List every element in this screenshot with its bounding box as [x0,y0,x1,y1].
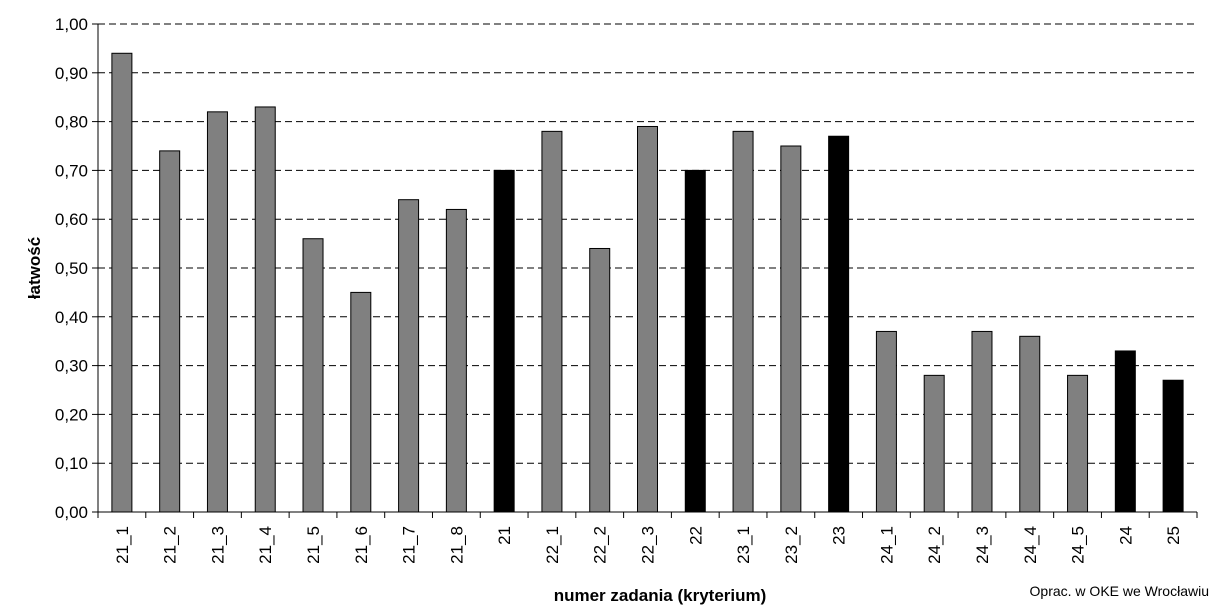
bar-21-7 [398,199,420,513]
x-tick-label: 24_1 [877,526,896,564]
bar-21-5 [302,238,324,513]
bar-21 [493,169,515,513]
x-tick-label: 21_5 [304,526,323,564]
bar-24-4 [1019,335,1041,513]
x-tick-label: 21_2 [161,526,180,564]
y-tick-label: 0,80 [55,113,88,132]
bar-25 [1162,379,1184,513]
bar-24 [1114,350,1136,513]
bar-22 [684,169,706,513]
x-tick-label: 21 [495,526,514,545]
y-tick-label: 0,60 [55,210,88,229]
bar-23-1 [732,130,754,513]
bar-21-2 [159,150,181,513]
bar-22-1 [541,130,563,513]
x-tick-label: 24_2 [925,526,944,564]
y-axis: 0,00 0,10 0,20 0,30 0,40 0,50 0,60 0,70 0,80 0,90… [55,15,99,522]
bar-23-2 [780,145,802,513]
x-tick-label: 22_2 [591,526,610,564]
x-tick-label: 24_5 [1069,526,1088,564]
x-tick-label: 21_6 [352,526,371,564]
bars [111,52,1184,513]
bar-22-3 [637,125,658,513]
x-tick-label: 22_3 [639,526,658,564]
x-tick-label: 21_4 [256,526,275,564]
gridlines [98,23,1197,464]
x-tick-label: 21_7 [400,526,419,564]
credit-note: Oprac. w OKE we Wrocławiu [1030,583,1209,599]
x-tick-label: 24_4 [1021,526,1040,564]
y-tick-label: 0,70 [55,161,88,180]
y-tick-label: 0,00 [55,503,88,522]
bar-22-2 [589,247,611,513]
y-tick-label: 0,90 [55,64,88,83]
y-tick-label: 0,20 [55,405,88,424]
bar-24-1 [875,330,897,513]
bar-24-2 [923,374,945,513]
bar-21-1 [111,52,133,513]
y-axis-title: łatwość [25,237,44,299]
x-tick-label: 21_3 [208,526,227,564]
bar-21-8 [445,208,467,513]
bar-21-4 [254,106,276,513]
y-tick-label: 0,40 [55,308,88,327]
x-tick-label: 23_1 [734,526,753,564]
bar-23 [828,135,850,513]
bar-21-6 [350,291,372,513]
y-tick-label: 0,10 [55,454,88,473]
bar-21-3 [206,111,228,513]
x-tick-label: 22_1 [543,526,562,564]
bar-24-5 [1067,374,1089,513]
y-tick-label: 1,00 [55,15,88,34]
x-tick-label: 21_8 [447,526,466,564]
x-axis-title: numer zadania (kryterium) [554,586,767,605]
x-tick-label: 21_1 [113,526,132,564]
x-tick-label: 24_3 [973,526,992,564]
bar-24-3 [971,330,993,513]
x-tick-label: 23_2 [782,526,801,564]
x-tick-label: 25 [1164,526,1183,545]
x-tick-label: 22 [686,526,705,545]
y-tick-label: 0,50 [55,259,88,278]
x-tick-label: 23 [830,526,849,545]
y-tick-label: 0,30 [55,357,88,376]
x-tick-label: 24 [1116,526,1135,545]
x-axis: 21_1 21_2 21_3 21_4 21_5 21_6 21_7 21_8 21 22_1 22… [97,511,1198,564]
